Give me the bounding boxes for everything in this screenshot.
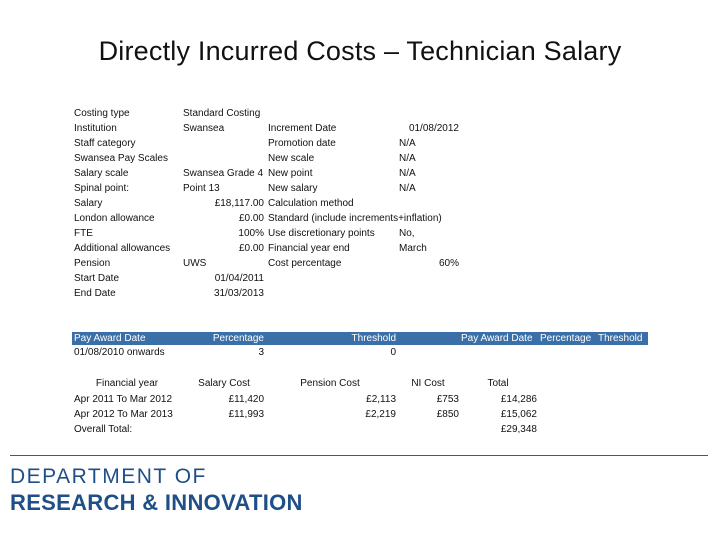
detail-label: Calculation method [268, 198, 354, 209]
pay-award-header-bar [72, 332, 648, 345]
department-logo-line2: RESEARCH & INNOVATION [10, 490, 303, 515]
detail-label: Standard (include increments+inflation) [268, 213, 442, 224]
detail-label: New scale [268, 153, 315, 164]
column-header: Pay Award Date [461, 333, 533, 344]
detail-label: End Date [74, 288, 116, 299]
table-cell: Apr 2012 To Mar 2013 [74, 409, 173, 420]
detail-label: Costing type [74, 108, 130, 119]
detail-value: N/A [399, 183, 416, 194]
detail-value: 01/08/2012 [408, 123, 459, 134]
detail-value: No, [399, 228, 415, 239]
column-header: Pay Award Date [74, 333, 146, 344]
detail-label: Staff category [74, 138, 136, 149]
table-cell: 3 [258, 347, 264, 358]
table-cell: £29,348 [500, 424, 537, 435]
detail-value: £0.00 [238, 243, 264, 254]
detail-label: London allowance [74, 213, 155, 224]
column-header: Percentage [212, 333, 264, 344]
column-header: Salary Cost [198, 378, 250, 389]
table-cell: £11,420 [228, 394, 264, 405]
table-cell: £2,219 [365, 409, 396, 420]
table-cell: Apr 2011 To Mar 2012 [74, 394, 173, 405]
column-header: Threshold [598, 333, 643, 344]
detail-label: Swansea Pay Scales [74, 153, 168, 164]
column-header: Pension Cost [300, 378, 360, 389]
detail-label: New salary [268, 183, 318, 194]
detail-label: Start Date [74, 273, 120, 284]
column-header: NI Cost [411, 378, 445, 389]
table-cell: 01/08/2010 onwards [74, 347, 165, 358]
column-header: Threshold [351, 333, 396, 344]
detail-label: Financial year end [268, 243, 350, 254]
detail-value: March [399, 243, 427, 254]
detail-value: Swansea Grade 4 [183, 168, 264, 179]
column-header: Financial year [95, 378, 159, 389]
page-title: Directly Incurred Costs – Technician Sal… [98, 36, 622, 66]
table-cell: £15,062 [500, 409, 537, 420]
footer-divider [10, 455, 708, 456]
detail-label: Increment Date [268, 123, 337, 134]
detail-label: Pension [74, 258, 111, 269]
detail-label: Additional allowances [74, 243, 171, 254]
detail-value: UWS [183, 258, 207, 269]
detail-value: N/A [399, 168, 416, 179]
detail-value: £0.00 [238, 213, 264, 224]
detail-value: 31/03/2013 [213, 288, 264, 299]
detail-label: Salary [74, 198, 103, 209]
detail-label: Promotion date [268, 138, 336, 149]
department-logo-line1: DEPARTMENT OF [10, 465, 207, 488]
detail-value: 01/04/2011 [214, 273, 264, 284]
detail-label: Use discretionary points [268, 228, 375, 239]
table-cell: Overall Total: [74, 424, 133, 435]
table-cell: 0 [390, 347, 396, 358]
detail-value: £18,117.00 [214, 198, 264, 209]
table-cell: £753 [436, 394, 459, 405]
detail-value: 100% [238, 228, 264, 239]
table-cell: £11,993 [228, 409, 264, 420]
column-header: Total [487, 378, 509, 389]
detail-label: Institution [74, 123, 117, 134]
detail-value: N/A [399, 138, 416, 149]
detail-label: Spinal point: [74, 183, 130, 194]
table-cell: £14,286 [500, 394, 537, 405]
table-cell: £850 [436, 409, 459, 420]
detail-value: Standard Costing [183, 108, 261, 119]
detail-label: New point [268, 168, 313, 179]
detail-value: Swansea [183, 123, 225, 134]
table-cell: £2,113 [366, 394, 396, 405]
detail-label: FTE [74, 228, 93, 239]
detail-value: 60% [438, 258, 459, 269]
detail-value: Point 13 [183, 183, 220, 194]
detail-label: Cost percentage [268, 258, 342, 269]
detail-label: Salary scale [74, 168, 129, 179]
detail-value: N/A [399, 153, 416, 164]
column-header: Percentage [540, 333, 592, 344]
